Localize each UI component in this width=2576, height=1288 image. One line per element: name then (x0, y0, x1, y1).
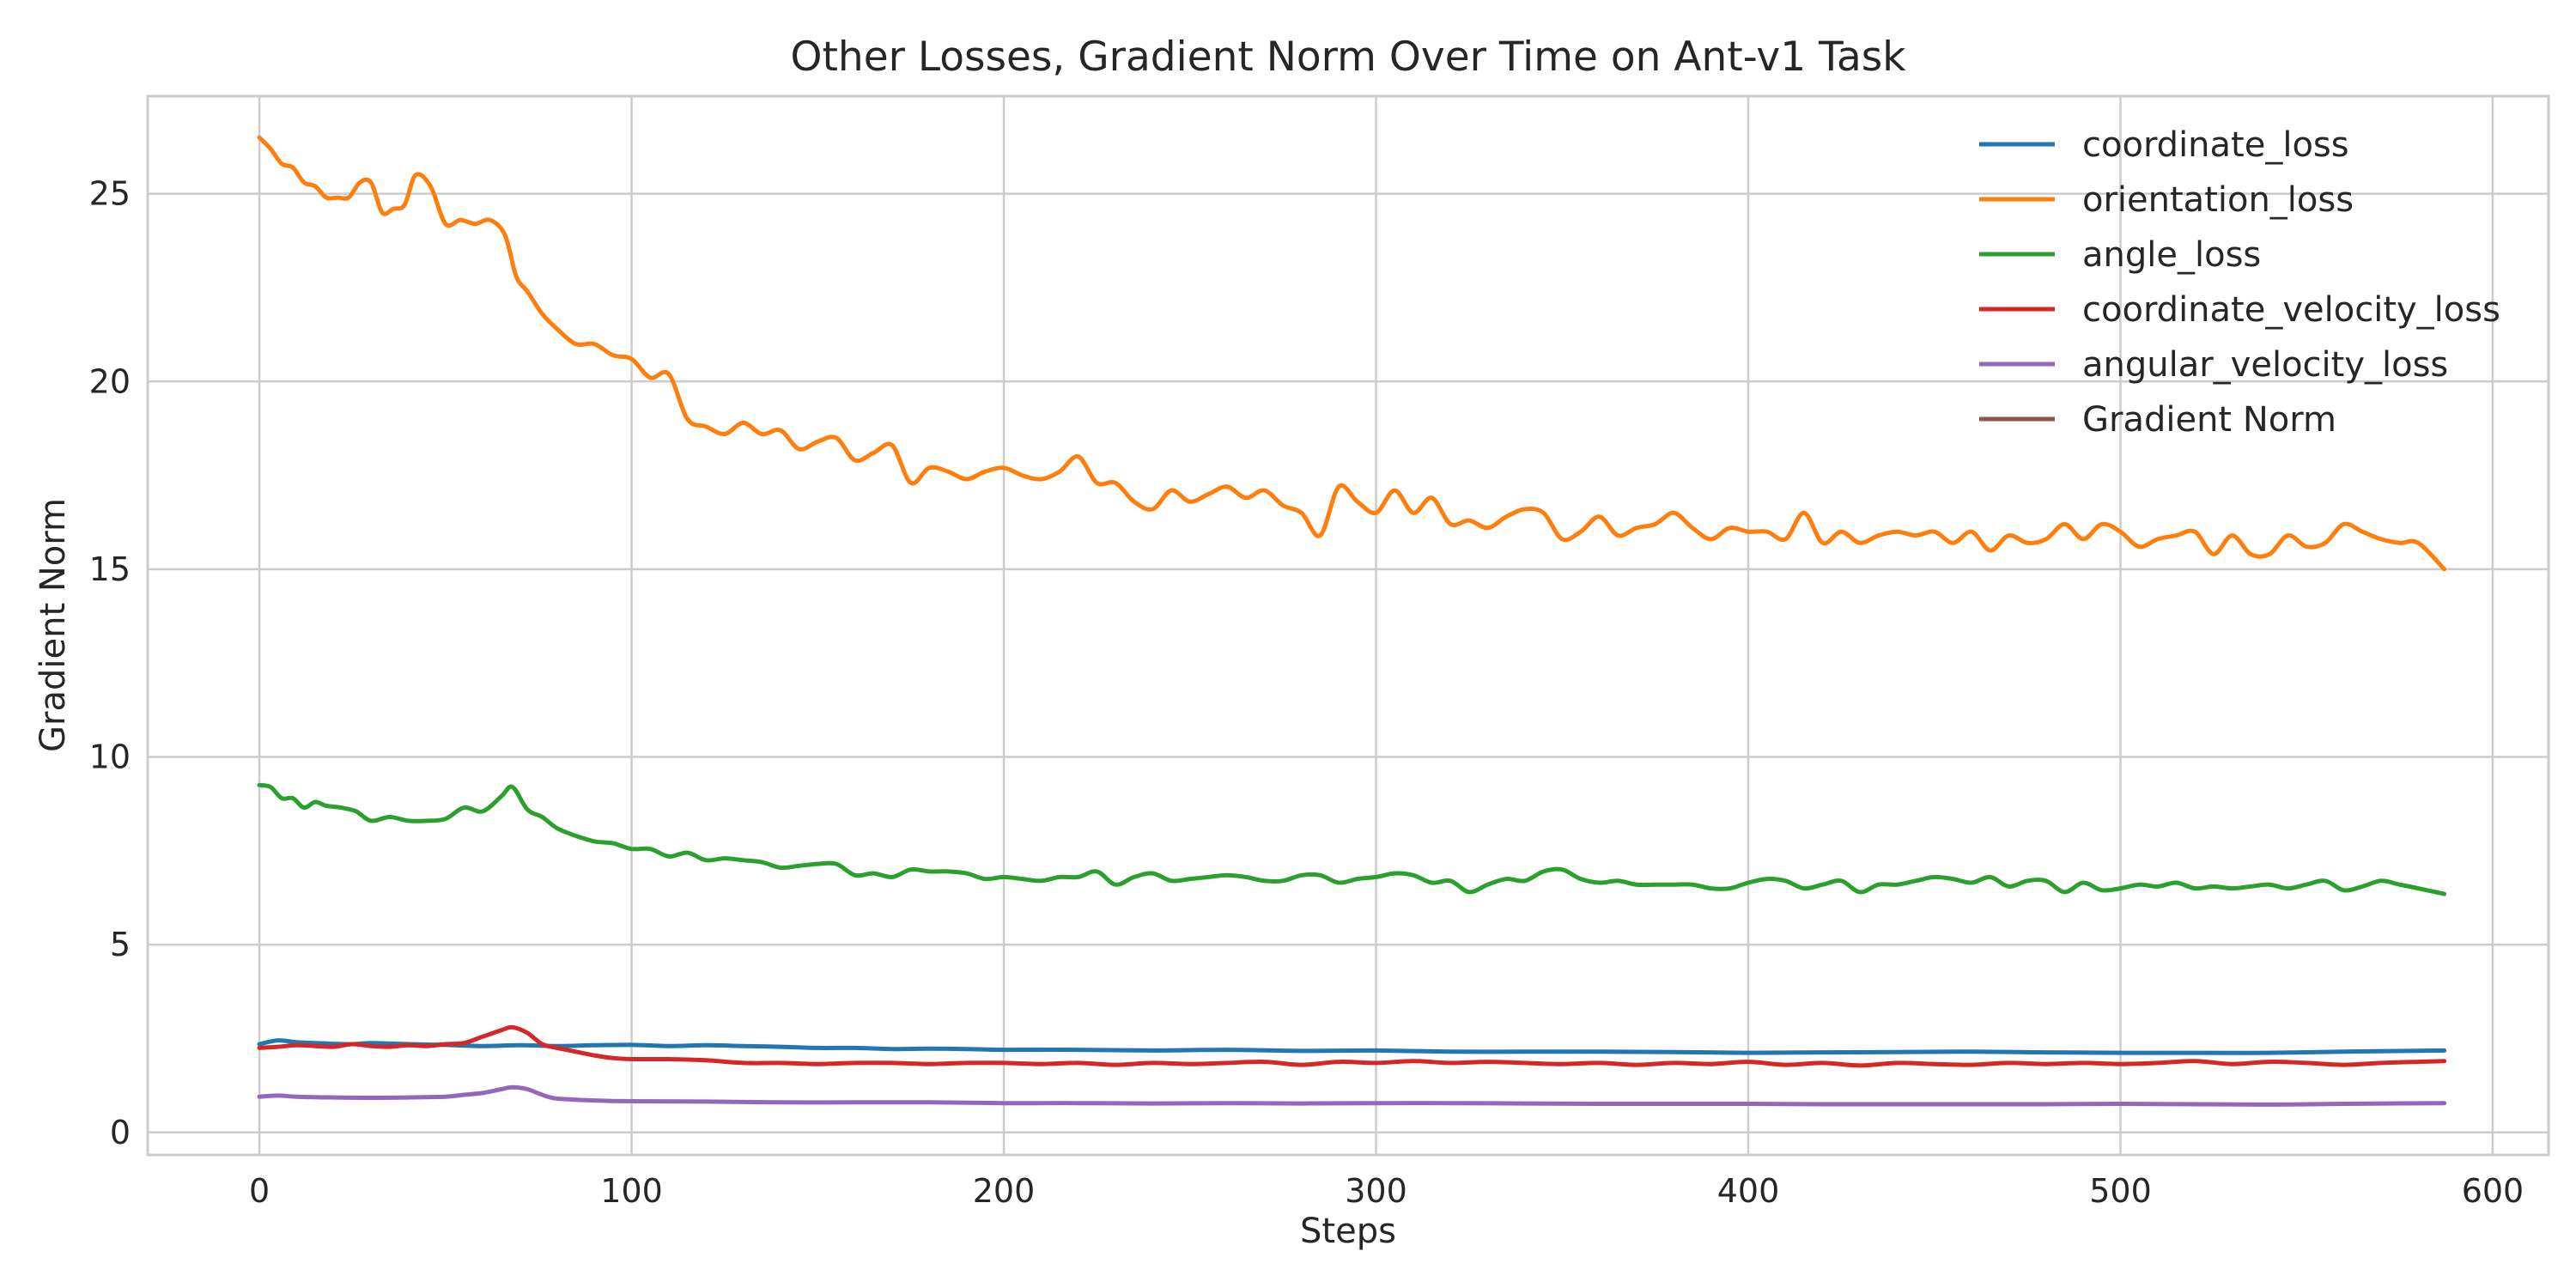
legend-item: coordinate_loss (1979, 125, 2349, 165)
x-axis-label: Steps (1300, 1212, 1396, 1251)
x-tick-label: 500 (2089, 1172, 2152, 1210)
series-line-angular-velocity-loss (257, 1084, 2447, 1107)
legend-label: orientation_loss (2082, 180, 2354, 220)
legend-label: angle_loss (2082, 235, 2261, 275)
y-tick-label: 5 (110, 926, 131, 963)
x-tick-label: 600 (2462, 1172, 2524, 1210)
series-line-orientation-loss (257, 135, 2447, 572)
legend-item: Gradient Norm (1979, 400, 2336, 440)
y-tick-label: 0 (110, 1114, 131, 1151)
legend-item: orientation_loss (1979, 180, 2354, 220)
legend-label: coordinate_loss (2082, 125, 2349, 165)
y-tick-labels: 0 5 10 15 20 25 (89, 175, 131, 1151)
y-tick-label: 25 (89, 175, 131, 213)
series-layer (257, 135, 2447, 1107)
series-line-coordinate-loss (257, 1038, 2447, 1055)
legend-label: coordinate_velocity_loss (2082, 290, 2500, 330)
x-tick-label: 200 (973, 1172, 1036, 1210)
x-tick-label: 0 (249, 1172, 270, 1210)
y-tick-label: 20 (89, 362, 131, 400)
x-tick-label: 400 (1717, 1172, 1780, 1210)
legend: coordinate_loss orientation_loss angle_los… (1979, 125, 2500, 440)
legend-label: angular_velocity_loss (2082, 345, 2448, 385)
x-tick-label: 300 (1345, 1172, 1407, 1210)
legend-item: angle_loss (1979, 235, 2261, 275)
plot-frame (146, 94, 2550, 1157)
legend-label: Gradient Norm (2082, 400, 2336, 440)
y-tick-label: 15 (89, 550, 131, 588)
series-line-angle-loss (257, 782, 2447, 896)
legend-item: angular_velocity_loss (1979, 345, 2448, 385)
chart-title: Other Losses, Gradient Norm Over Time on… (791, 33, 1907, 81)
y-tick-label: 10 (89, 738, 131, 776)
legend-item: coordinate_velocity_loss (1979, 290, 2500, 330)
series-line-coordinate-velocity-loss (257, 1024, 2447, 1068)
x-tick-labels: 0 100 200 300 400 500 600 (249, 1172, 2524, 1210)
x-tick-label: 100 (600, 1172, 663, 1210)
y-axis-label: Gradient Norm (33, 498, 73, 752)
grid (148, 96, 2549, 1155)
